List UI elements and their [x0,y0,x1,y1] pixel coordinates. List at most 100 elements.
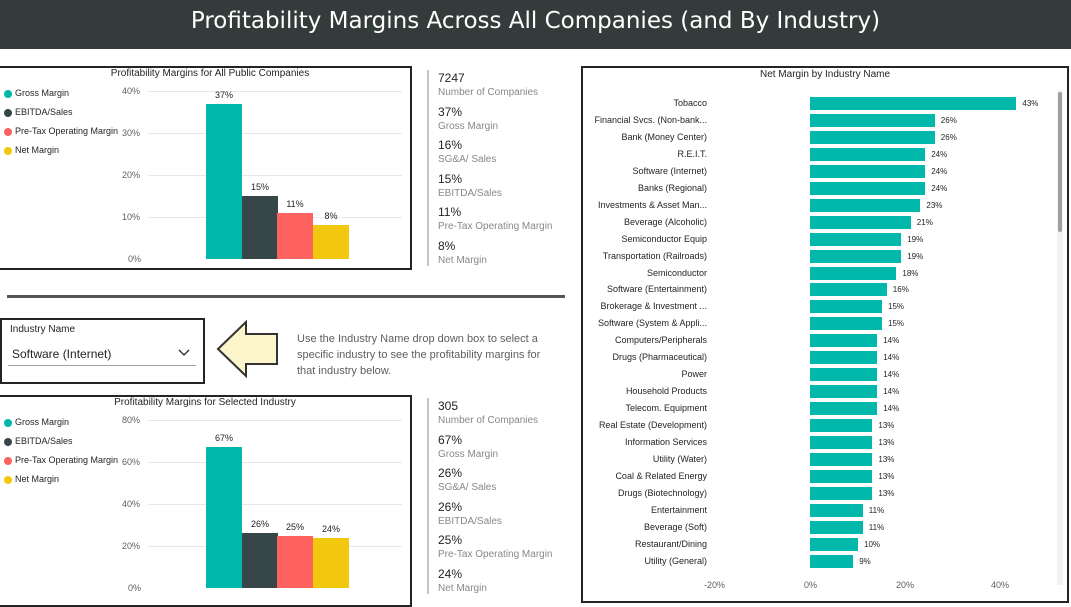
industry-label: Utility (Water) [652,453,707,464]
legend-ebitda[interactable]: EBITDA/Sales [4,436,73,446]
industry-bar[interactable] [810,385,878,399]
kpi-value-pretax: 11% [438,205,462,219]
industry-label: Semiconductor Equip [621,233,707,244]
industry-bar[interactable] [810,283,887,297]
industry-bar[interactable] [810,486,873,500]
industry-bar[interactable] [810,436,873,449]
industry-bar[interactable] [810,452,873,466]
industry-bar[interactable] [810,198,921,212]
kpi-value-companies: 305 [438,399,459,413]
gridline [148,91,402,92]
industry-bar[interactable] [810,469,873,483]
industry-label: Banks (Regional) [637,182,707,193]
industry-dropdown[interactable]: Software (Internet) [8,341,196,366]
industry-bar-data-label: 18% [902,268,919,278]
bar[interactable] [242,196,278,259]
industry-bar[interactable] [810,419,873,433]
kpi-value-ebitda: 26% [438,500,463,514]
bar[interactable] [206,103,242,259]
industry-label: Brokerage & Investment ... [600,301,707,312]
kpi-label-ebitda: EBITDA/Sales [438,188,502,199]
legend-pretax[interactable]: Pre-Tax Operating Margin [4,455,118,465]
kpi-rule [427,398,429,594]
industry-bar[interactable] [810,300,882,314]
legend-gross-margin[interactable]: Gross Margin [4,88,69,98]
industry-bar[interactable] [810,181,926,195]
industry-bar-data-label: 14% [883,353,900,363]
bar[interactable] [277,535,313,588]
industry-bar[interactable] [810,232,902,246]
industry-bar-data-label: 16% [892,285,909,295]
industry-bar[interactable] [810,402,878,416]
industry-bar[interactable] [810,503,863,517]
industry-label: Bank (Money Center) [621,131,707,142]
y-tick: 0% [128,583,142,593]
industry-label: R.E.I.T. [677,148,707,159]
legend-gross-margin[interactable]: Gross Margin [4,417,69,427]
industry-label: Computers/Peripherals [614,335,707,346]
bar[interactable] [277,212,313,259]
legend-net-margin[interactable]: Net Margin [4,145,59,155]
legend-pretax[interactable]: Pre-Tax Operating Margin [4,126,118,136]
kpi-label-gross: Gross Margin [438,449,499,460]
industry-chart-scrollbar-thumb[interactable] [1058,92,1062,232]
legend-dot-icon [4,127,12,136]
industry-label: Real Estate (Development) [598,420,707,431]
industry-bar-data-label: 14% [883,404,900,414]
industry-bar[interactable] [810,130,935,144]
industry-dropdown-value: Software (Internet) [12,347,112,361]
kpi-value-ebitda: 15% [438,172,463,186]
bar[interactable] [206,447,242,588]
industry-chart-scrollbar[interactable] [1057,90,1063,585]
industry-bar-data-label: 24% [931,149,948,159]
industry-bar[interactable] [810,249,902,263]
gridline [148,175,402,176]
y-tick: 80% [122,415,141,425]
industry-label: Restaurant/Dining [634,538,707,549]
y-tick: 40% [122,499,141,509]
bar[interactable] [313,537,349,588]
industry-bar-data-label: 14% [883,370,900,380]
industry-label: Drugs (Biotechnology) [617,487,707,498]
industry-bar[interactable] [810,113,935,127]
bar-data-label: 37% [214,89,233,100]
legend-net-margin[interactable]: Net Margin [4,474,59,484]
y-tick: 30% [122,128,141,138]
x-tick: -20% [704,580,726,590]
industry-bar[interactable] [810,266,897,280]
industry-bar-data-label: 11% [868,522,885,532]
industry-bar-data-label: 26% [940,132,957,142]
bar[interactable] [313,225,349,259]
industry-label: Beverage (Alcoholic) [623,216,707,227]
kpi-label-gross: Gross Margin [438,121,499,132]
industry-label: Beverage (Soft) [643,521,707,532]
industry-bar[interactable] [810,147,926,161]
industry-bar-data-label: 9% [859,556,871,566]
industry-bar[interactable] [810,334,878,348]
industry-bar[interactable] [810,97,1017,110]
industry-bar[interactable] [810,368,878,382]
industry-label: Household Products [625,386,707,397]
industry-bar[interactable] [810,164,926,178]
industry-bar[interactable] [810,520,863,534]
legend-dot-icon [4,456,12,465]
industry-bar[interactable] [810,537,858,551]
bar[interactable] [242,533,278,588]
page-title: Profitability Margins Across All Compani… [190,8,881,34]
legend-ebitda[interactable]: EBITDA/Sales [4,107,73,117]
industry-bar[interactable] [810,351,878,365]
kpi-value-gross: 67% [438,433,463,447]
kpi-value-pretax: 25% [438,533,463,547]
industry-bar[interactable] [810,317,882,331]
industry-bar-data-label: 13% [878,488,895,498]
chevron-down-icon[interactable] [178,349,190,357]
kpi-label-net: Net Margin [438,583,487,594]
industry-slicer-label: Industry Name [10,324,76,335]
gridline [148,504,402,505]
industry-bar[interactable] [810,215,911,229]
industry-bar-data-label: 24% [931,183,948,193]
all-companies-chart-title: Profitability Margins for All Public Com… [110,68,310,79]
industry-bar[interactable] [810,554,854,568]
industry-bar-data-label: 15% [888,319,905,329]
legend-dot-icon [4,475,12,484]
